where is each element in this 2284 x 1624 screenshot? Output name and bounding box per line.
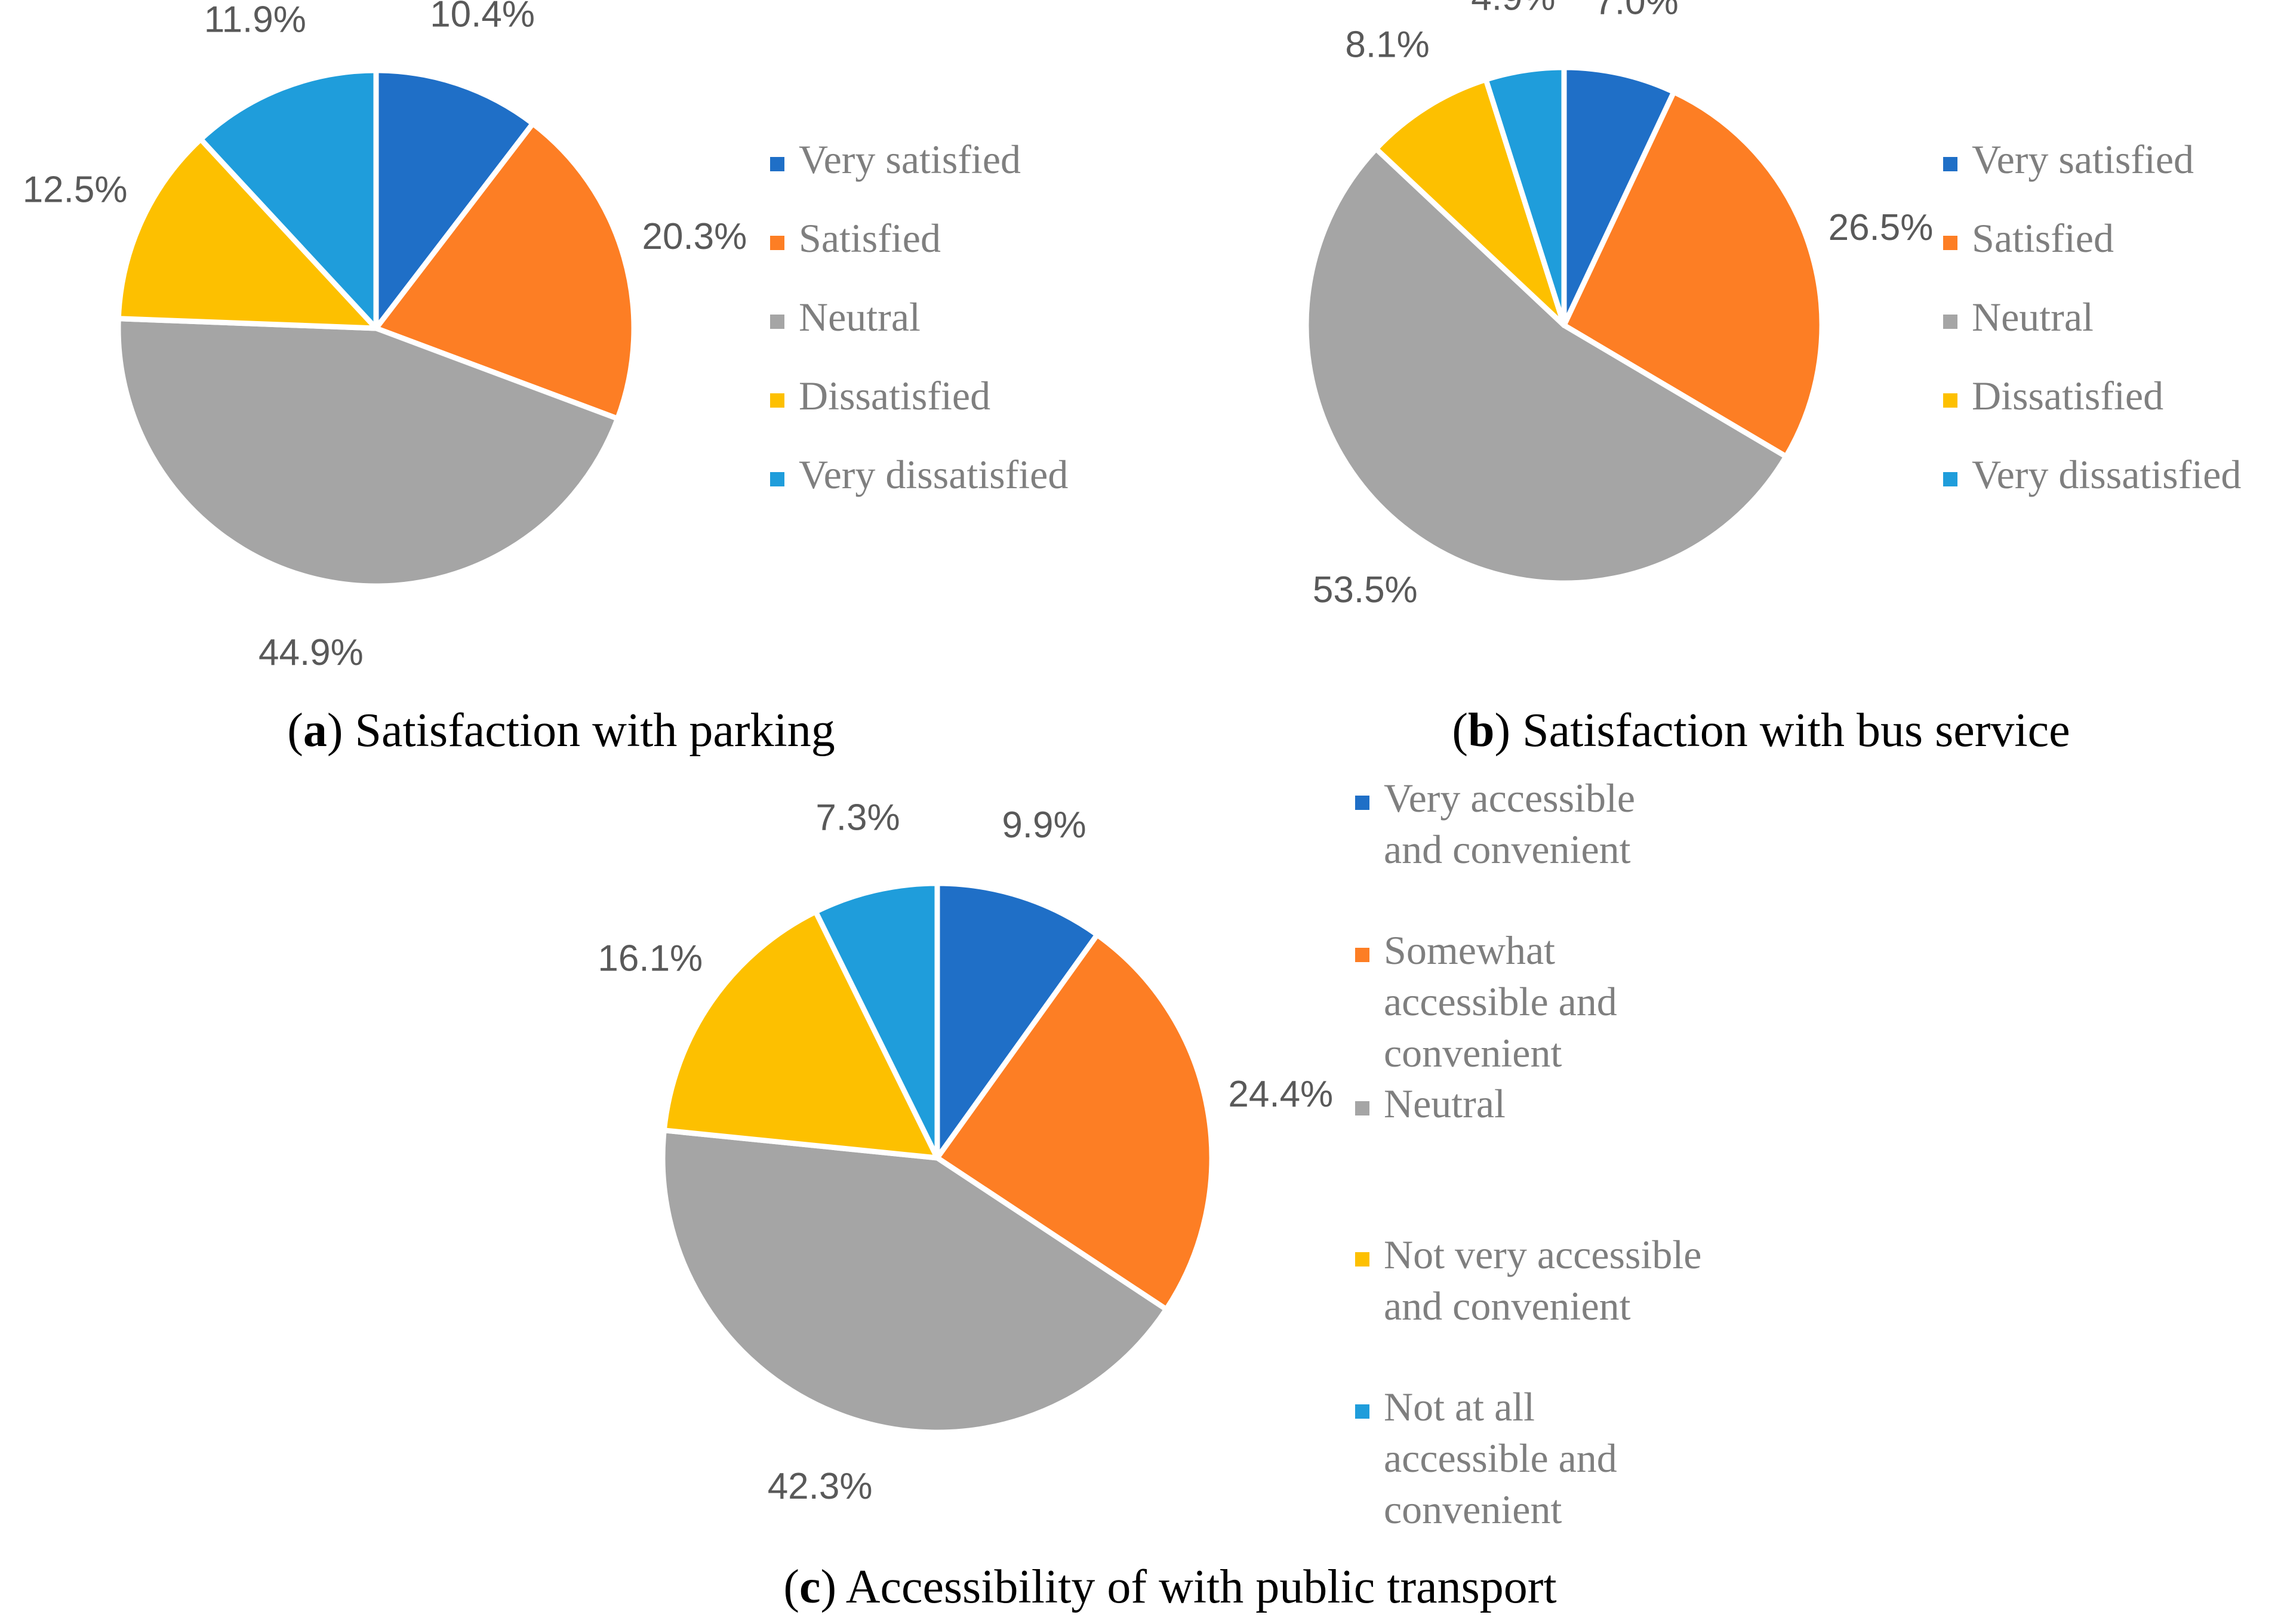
pie-chart-parking: 10.4% 20.3% 44.9% 12.5% 11.9% Very satisfied… — [23, 0, 1069, 757]
legend-label: Somewhat accessible and convenient — [1384, 927, 1617, 1076]
pie-slice-satisfied — [1561, 89, 1825, 460]
percent-label-very-satisfied: 10.4% — [430, 0, 535, 35]
pie-chart-public-transport: 9.9% 24.4% 42.3% 16.1% 7.3% Very accessible a… — [598, 775, 1701, 1613]
legend-swatch — [1355, 1101, 1369, 1115]
legend-item-neutral: Neutral — [770, 294, 921, 340]
legend-swatch — [1355, 796, 1369, 810]
percent-label-neutral: 44.9% — [258, 632, 364, 673]
percent-label-dissatisfied: 12.5% — [23, 169, 128, 210]
legend-label: Satisfied — [1972, 215, 2114, 261]
percent-label-neutral: 53.5% — [1313, 569, 1418, 611]
legend-label: Not at all accessible and convenient — [1384, 1384, 1617, 1532]
legend-label: Very accessible and convenient — [1384, 775, 1635, 872]
pie-chart-bus-service: 7.0% 26.5% 53.5% 8.1% 4.9% Very satisfied Sat… — [1303, 0, 2241, 757]
legend-swatch — [770, 393, 784, 408]
legend-label: Very dissatisfied — [1972, 452, 2241, 497]
legend-swatch — [1943, 393, 1957, 408]
pie-slice-satisfied — [373, 121, 637, 421]
percent-labels: 9.9% 24.4% 42.3% 16.1% 7.3% — [598, 797, 1333, 1507]
legend-swatch — [1943, 315, 1957, 329]
legend-label: Not very accessible and convenient — [1384, 1232, 1701, 1329]
legend-label: Very satisfied — [799, 137, 1021, 182]
legend: Very satisfied Satisfied Neutral Dissatisfi… — [770, 137, 1068, 497]
legend-label: Dissatisfied — [1972, 373, 2163, 418]
legend-item-neutral: Neutral — [1355, 1081, 1506, 1126]
percent-label-very-dissatisfied: 4.9% — [1471, 0, 1555, 19]
pie-slices — [660, 880, 1215, 1435]
pie-slice-neutral — [1303, 146, 1789, 586]
pie-slices — [115, 67, 637, 589]
legend-swatch — [770, 157, 784, 171]
legend-item-very-satisfied: Very satisfied — [770, 137, 1021, 182]
percent-label-somewhat-accessible-and-convenient: 24.4% — [1228, 1074, 1333, 1115]
percent-label-very-dissatisfied: 11.9% — [204, 0, 306, 40]
legend-label: Neutral — [1384, 1081, 1506, 1126]
legend: Very accessible and convenient Somewhat acc… — [1355, 775, 1701, 1532]
legend-swatch — [770, 315, 784, 329]
legend-swatch — [1943, 236, 1957, 250]
pie-slice-not-very-accessible-and-convenient — [661, 909, 940, 1161]
legend-item-satisfied: Satisfied — [770, 215, 941, 261]
legend-item-very-satisfied: Very satisfied — [1943, 137, 2194, 182]
legend-item-somewhat-accessible-and-convenient: Somewhat accessible and convenient — [1355, 927, 1617, 1076]
pie-slice-somewhat-accessible-and-convenient — [934, 932, 1215, 1312]
pie-slices — [1303, 64, 1825, 586]
legend-item-very-accessible-and-convenient: Very accessible and convenient — [1355, 775, 1635, 872]
legend-swatch — [1943, 472, 1957, 486]
caption-a: (a) Satisfaction with parking — [287, 704, 835, 757]
legend-item-not-very-accessible-and-convenient: Not very accessible and convenient — [1355, 1232, 1701, 1329]
legend-swatch — [1355, 948, 1369, 962]
caption-c: (c) Accessibility of with public transpo… — [783, 1561, 1556, 1613]
legend-label: Very satisfied — [1972, 137, 2194, 182]
percent-labels: 7.0% 26.5% 53.5% 8.1% 4.9% — [1313, 0, 1934, 611]
legend-swatch — [770, 236, 784, 250]
pie-slice-dissatisfied — [115, 136, 379, 331]
legend-item-very-dissatisfied: Very dissatisfied — [770, 452, 1068, 497]
pie-slice-very-accessible-and-convenient — [934, 880, 1100, 1161]
percent-label-not-very-accessible-and-convenient: 16.1% — [598, 938, 703, 979]
pie-slice-not-at-all-accessible-and-convenient — [812, 880, 940, 1161]
percent-label-very-accessible-and-convenient: 9.9% — [1002, 805, 1086, 846]
percent-label-dissatisfied: 8.1% — [1345, 24, 1429, 66]
pie-slice-dissatisfied — [1373, 76, 1567, 328]
legend-item-dissatisfied: Dissatisfied — [770, 373, 990, 418]
legend: Very satisfied Satisfied Neutral Dissatisfi… — [1943, 137, 2241, 497]
legend-label: Neutral — [799, 294, 921, 340]
legend-label: Very dissatisfied — [799, 452, 1068, 497]
legend-item-not-at-all-accessible-and-convenient: Not at all accessible and convenient — [1355, 1384, 1617, 1532]
percent-label-satisfied: 20.3% — [642, 216, 747, 257]
legend-label: Satisfied — [799, 215, 941, 261]
percent-label-very-satisfied: 7.0% — [1594, 0, 1678, 22]
legend-label: Dissatisfied — [799, 373, 990, 418]
legend-item-satisfied: Satisfied — [1943, 215, 2114, 261]
percent-labels: 10.4% 20.3% 44.9% 12.5% 11.9% — [23, 0, 747, 673]
legend-swatch — [1355, 1404, 1369, 1419]
pie-slice-very-dissatisfied — [1483, 64, 1567, 328]
legend-label: Neutral — [1972, 294, 2094, 340]
legend-swatch — [1355, 1252, 1369, 1266]
legend-item-very-dissatisfied: Very dissatisfied — [1943, 452, 2241, 497]
percent-label-neutral: 42.3% — [768, 1466, 873, 1507]
percent-label-satisfied: 26.5% — [1829, 207, 1934, 248]
percent-label-not-at-all-accessible-and-convenient: 7.3% — [815, 797, 900, 838]
pie-slice-very-dissatisfied — [198, 67, 379, 331]
pie-slice-very-satisfied — [373, 67, 536, 331]
legend-item-neutral: Neutral — [1943, 294, 2094, 340]
pie-slice-neutral — [115, 316, 621, 589]
caption-b: (b) Satisfaction with bus service — [1452, 704, 2070, 757]
legend-item-dissatisfied: Dissatisfied — [1943, 373, 2163, 418]
legend-swatch — [1943, 157, 1957, 171]
legend-swatch — [770, 472, 784, 486]
pie-slice-neutral — [660, 1127, 1169, 1435]
